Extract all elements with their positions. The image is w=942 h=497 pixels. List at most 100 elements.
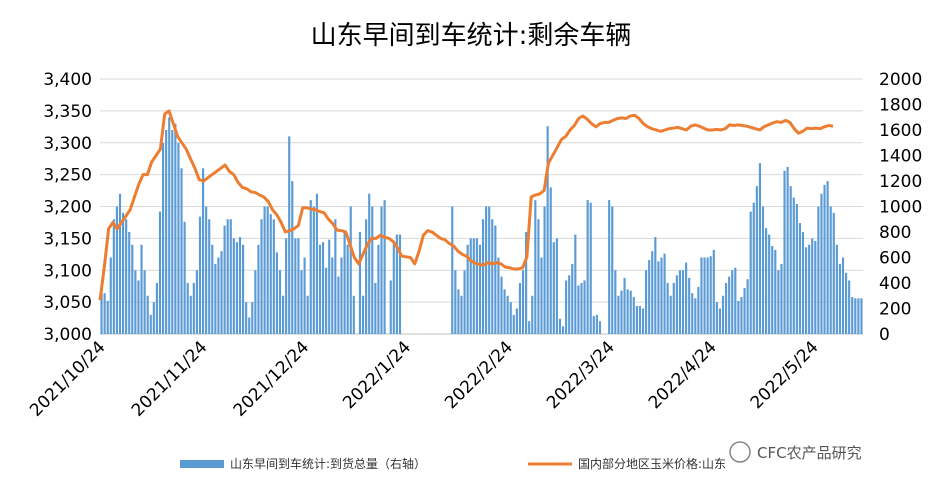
bar: [509, 302, 512, 334]
right-tick-label: 1600: [879, 121, 922, 141]
bar: [832, 212, 835, 334]
bar: [232, 238, 235, 334]
bar: [291, 181, 294, 334]
x-tick-label: 2021/12/24: [230, 337, 313, 420]
bar: [528, 321, 531, 334]
bar: [712, 249, 715, 334]
bar: [272, 219, 275, 334]
bar: [248, 317, 251, 334]
bar: [611, 206, 614, 334]
bar: [755, 186, 758, 334]
bar: [186, 283, 189, 334]
bar: [165, 130, 168, 334]
bar: [774, 249, 777, 334]
bar: [734, 267, 737, 334]
bar: [161, 142, 165, 334]
right-tick-label: 1400: [879, 147, 922, 167]
left-axis: 3,000 3,050 3,100 3,150 3,200 3,250 3,300 3,350…: [43, 70, 92, 345]
bar: [697, 286, 700, 334]
bar: [629, 290, 632, 334]
right-tick-label: 1200: [879, 172, 922, 192]
bar: [269, 214, 272, 334]
bar: [245, 302, 248, 334]
right-tick-label: 200: [879, 300, 911, 320]
bar: [343, 232, 346, 334]
bar: [177, 142, 180, 334]
x-tick-label: 2022/5/24: [747, 337, 823, 413]
bar: [263, 206, 266, 334]
bar: [577, 285, 580, 334]
bar: [457, 289, 460, 334]
bar: [143, 270, 146, 334]
bar: [660, 257, 663, 334]
bar: [608, 200, 611, 334]
bar: [109, 257, 112, 334]
bar: [346, 244, 349, 334]
left-tick-label: 3,400: [43, 70, 92, 90]
bar: [574, 234, 577, 334]
bar: [349, 206, 352, 334]
bar: [801, 232, 805, 334]
bar: [485, 206, 488, 334]
right-tick-label: 2000: [879, 70, 922, 90]
bar: [626, 289, 629, 334]
bar: [777, 270, 780, 334]
bar: [497, 257, 500, 334]
bar: [786, 166, 789, 334]
bar: [549, 187, 552, 334]
bar: [635, 305, 638, 334]
x-tick-label: 2021/10/24: [26, 337, 109, 420]
bar: [128, 232, 131, 334]
bar: [389, 280, 392, 334]
left-tick-label: 3,050: [43, 293, 92, 313]
bar: [598, 321, 602, 334]
bar: [478, 244, 482, 334]
bar: [838, 263, 842, 334]
bar: [534, 200, 537, 334]
bar: [500, 276, 503, 334]
bar: [571, 263, 574, 334]
bar: [848, 280, 851, 334]
bar: [251, 302, 254, 334]
bar: [140, 244, 143, 334]
bar: [454, 270, 457, 334]
bar: [189, 295, 192, 334]
bar: [648, 260, 651, 334]
bar: [854, 298, 857, 334]
bar: [121, 212, 125, 334]
bar: [805, 247, 808, 334]
bar: [365, 219, 368, 334]
bar: [709, 256, 712, 334]
bar: [211, 244, 214, 334]
bar: [657, 261, 660, 334]
bar: [377, 244, 380, 334]
bar: [808, 244, 811, 334]
bar: [537, 219, 540, 334]
bar: [257, 244, 260, 334]
legend-bar-label: 山东早间到车统计:到货总量（右轴）: [230, 456, 426, 471]
bar: [337, 276, 340, 334]
bar: [466, 244, 469, 334]
bar: [229, 219, 232, 334]
bar: [318, 244, 322, 334]
bar: [134, 270, 137, 334]
bar: [737, 300, 740, 334]
price-line: [98, 109, 834, 301]
bar: [241, 244, 245, 334]
bar: [645, 270, 648, 334]
bar: [703, 257, 706, 334]
right-tick-label: 1800: [879, 96, 922, 116]
x-tick-label: 2022/4/24: [645, 337, 721, 413]
bar: [525, 232, 528, 334]
bar: [334, 219, 337, 334]
bar: [669, 295, 672, 334]
bar: [688, 277, 691, 334]
bar: [112, 219, 115, 334]
bar: [518, 283, 522, 334]
bar: [475, 238, 478, 334]
bar: [771, 246, 774, 334]
bar: [845, 272, 848, 334]
bar: [275, 252, 278, 334]
bar: [614, 270, 617, 334]
